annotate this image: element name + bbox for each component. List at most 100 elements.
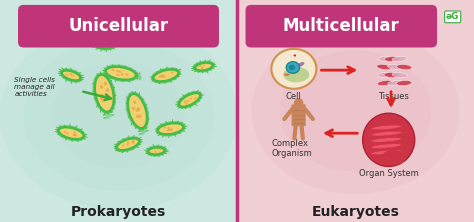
Ellipse shape	[126, 73, 128, 76]
Ellipse shape	[111, 69, 115, 71]
Ellipse shape	[127, 142, 129, 144]
Ellipse shape	[192, 60, 215, 73]
Ellipse shape	[179, 93, 200, 107]
Ellipse shape	[106, 67, 136, 80]
Ellipse shape	[92, 72, 116, 114]
Ellipse shape	[162, 75, 164, 76]
Ellipse shape	[56, 125, 86, 141]
Ellipse shape	[0, 21, 237, 210]
Text: əG: əG	[446, 12, 459, 21]
Ellipse shape	[52, 63, 185, 168]
Ellipse shape	[371, 131, 401, 136]
Ellipse shape	[177, 91, 202, 109]
Ellipse shape	[67, 74, 69, 76]
Ellipse shape	[127, 144, 129, 145]
Ellipse shape	[298, 62, 304, 67]
Ellipse shape	[75, 135, 77, 137]
FancyBboxPatch shape	[246, 5, 437, 48]
Ellipse shape	[167, 129, 169, 131]
Ellipse shape	[183, 101, 186, 103]
Ellipse shape	[121, 73, 124, 75]
Ellipse shape	[100, 96, 103, 100]
FancyBboxPatch shape	[0, 0, 237, 222]
Text: Single cells
manage all
activities: Single cells manage all activities	[14, 77, 55, 97]
Ellipse shape	[171, 129, 173, 131]
Ellipse shape	[128, 94, 147, 128]
Ellipse shape	[133, 101, 136, 104]
Ellipse shape	[397, 81, 412, 85]
Ellipse shape	[132, 140, 134, 142]
Ellipse shape	[171, 71, 173, 73]
Ellipse shape	[378, 57, 393, 61]
Ellipse shape	[195, 63, 213, 71]
Ellipse shape	[190, 98, 192, 99]
Ellipse shape	[158, 76, 161, 78]
Ellipse shape	[102, 43, 104, 44]
Ellipse shape	[164, 126, 166, 129]
Ellipse shape	[378, 73, 393, 77]
Ellipse shape	[201, 67, 203, 68]
Ellipse shape	[151, 67, 181, 84]
Ellipse shape	[103, 45, 105, 46]
Ellipse shape	[289, 65, 295, 70]
Ellipse shape	[59, 68, 83, 83]
Ellipse shape	[284, 73, 290, 76]
Ellipse shape	[146, 145, 167, 157]
Ellipse shape	[132, 141, 135, 143]
Ellipse shape	[66, 132, 69, 134]
Ellipse shape	[363, 113, 415, 166]
Text: Unicellular: Unicellular	[68, 17, 169, 35]
Ellipse shape	[104, 82, 107, 85]
Ellipse shape	[137, 107, 140, 111]
FancyBboxPatch shape	[18, 5, 219, 48]
Text: Organ System: Organ System	[359, 169, 419, 178]
Ellipse shape	[132, 107, 135, 110]
Ellipse shape	[65, 74, 67, 75]
Ellipse shape	[392, 72, 407, 78]
Ellipse shape	[103, 64, 138, 82]
Ellipse shape	[160, 75, 162, 77]
Ellipse shape	[163, 75, 165, 77]
Ellipse shape	[62, 70, 81, 81]
Ellipse shape	[187, 100, 190, 102]
Text: Multicellular: Multicellular	[283, 17, 400, 35]
Ellipse shape	[155, 152, 157, 153]
Ellipse shape	[392, 57, 407, 61]
Ellipse shape	[280, 51, 431, 171]
Ellipse shape	[71, 73, 73, 75]
Ellipse shape	[73, 134, 75, 136]
Ellipse shape	[377, 64, 392, 70]
Ellipse shape	[155, 151, 156, 152]
Ellipse shape	[168, 127, 170, 129]
Text: Cell: Cell	[286, 92, 302, 101]
Ellipse shape	[102, 44, 104, 46]
Ellipse shape	[100, 42, 101, 43]
Ellipse shape	[100, 94, 104, 98]
Ellipse shape	[272, 49, 317, 89]
Ellipse shape	[382, 150, 405, 165]
Text: Eukaryotes: Eukaryotes	[311, 205, 400, 219]
Ellipse shape	[384, 73, 399, 77]
Ellipse shape	[126, 91, 149, 131]
Ellipse shape	[117, 74, 119, 76]
Ellipse shape	[73, 131, 76, 133]
Ellipse shape	[100, 85, 103, 89]
Ellipse shape	[251, 28, 460, 194]
Ellipse shape	[136, 115, 139, 118]
Ellipse shape	[71, 75, 73, 77]
Ellipse shape	[148, 147, 164, 155]
Ellipse shape	[168, 129, 171, 131]
Ellipse shape	[69, 73, 72, 75]
Ellipse shape	[377, 80, 392, 86]
Ellipse shape	[95, 75, 114, 112]
Ellipse shape	[286, 62, 300, 73]
Ellipse shape	[294, 98, 303, 108]
Ellipse shape	[114, 136, 142, 152]
Ellipse shape	[138, 114, 142, 118]
Ellipse shape	[117, 138, 139, 150]
Ellipse shape	[371, 137, 401, 142]
Ellipse shape	[158, 123, 183, 134]
Ellipse shape	[118, 71, 122, 73]
Ellipse shape	[201, 68, 203, 69]
Ellipse shape	[203, 65, 205, 66]
